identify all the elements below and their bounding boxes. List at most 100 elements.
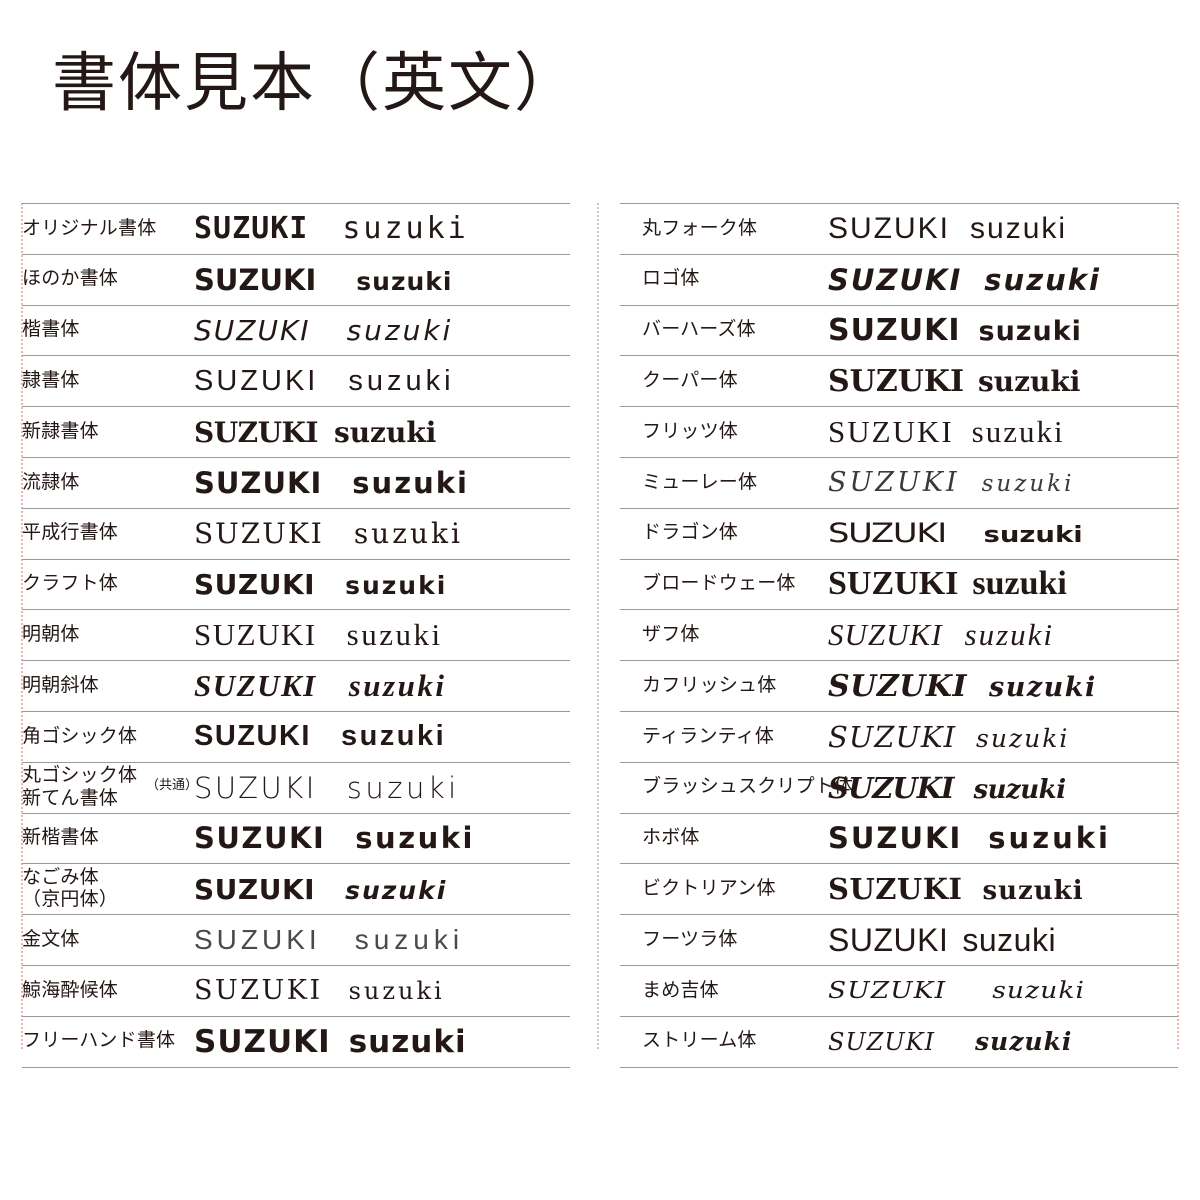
sample-specimen: SUZUKI suzuki xyxy=(828,212,1067,246)
font-name-label: まめ吉体 xyxy=(642,979,719,1001)
font-sample-text: SUZUKI suzuki xyxy=(828,1016,1178,1067)
font-sample-text: SUZUKI suzuki xyxy=(194,711,570,762)
font-name-label: 鯨海酔候体 xyxy=(22,979,119,1001)
font-name-label: 新隷書体 xyxy=(22,420,99,442)
sample-lowercase: suzuki xyxy=(988,821,1111,856)
sample-uppercase: SUZUKI xyxy=(194,567,316,601)
font-sample-row: ブラッシュスクリプト体 SUZUKI suzuki xyxy=(620,762,1178,813)
font-sample-text: SUZUKI suzuki xyxy=(828,254,1178,305)
font-sample-table-right-wrapper: 丸フォーク体 SUZUKI suzuki ロゴ体 SUZUKI suzuki バーハーズ体 S… xyxy=(620,203,1178,1068)
sample-lowercase: suzuki xyxy=(348,977,445,1006)
sample-specimen: SUZUKI suzuki xyxy=(828,364,1080,399)
sample-specimen: SUZUKI suzuki xyxy=(828,669,1097,704)
font-sample-row: 新隷書体 SUZUKI suzuki xyxy=(22,406,570,458)
font-name-label: 角ゴシック体 xyxy=(22,725,138,747)
sample-specimen: SUZUKI suzuki xyxy=(194,821,475,855)
sample-specimen: SUZUKI suzuki xyxy=(194,568,447,601)
font-name-label: フーツラ体 xyxy=(642,928,738,950)
font-name-label-line1: なごみ体 xyxy=(22,866,99,888)
crop-mark-right xyxy=(1177,203,1179,1049)
sample-specimen: SUZUKI suzuki xyxy=(828,1027,1072,1056)
font-sample-row: ザフ体 SUZUKI suzuki xyxy=(620,609,1178,661)
sample-lowercase: suzuki xyxy=(353,517,463,551)
font-name-label: ストリーム体 xyxy=(642,1030,757,1052)
sample-lowercase: suzuki xyxy=(346,313,454,347)
font-sample-row: 明朝体 SUZUKI suzuki xyxy=(22,609,570,661)
font-name-label: 明朝体 xyxy=(22,624,80,646)
sample-uppercase: SUZUKI xyxy=(194,668,317,704)
font-sample-row: バーハーズ体 SUZUKI suzuki xyxy=(620,305,1178,356)
font-sample-row: ミューレー体 SUZUKI suzuki xyxy=(620,457,1178,508)
sample-uppercase: SUZUKI xyxy=(828,414,954,450)
font-name-label-note: （共通） xyxy=(146,776,199,792)
sample-lowercase: suzuki xyxy=(992,977,1086,1004)
sample-uppercase: SUZUKI xyxy=(194,211,309,247)
sample-lowercase: suzuki xyxy=(346,617,443,653)
sample-lowercase: suzuki xyxy=(355,821,475,856)
font-sample-row: カフリッシュ体 SUZUKI suzuki xyxy=(620,660,1178,712)
sample-uppercase: SUZUKI xyxy=(828,262,963,297)
font-sample-row: ストリーム体 SUZUKI suzuki xyxy=(620,1016,1178,1068)
font-sample-text: SUZUKI suzuki xyxy=(194,559,570,610)
font-name-label: フリーハンド書体 xyxy=(22,1030,176,1052)
sample-lowercase: suzuki xyxy=(345,570,448,600)
sample-lowercase: suzuki xyxy=(352,465,469,500)
font-name-label: ホボ体 xyxy=(642,827,700,849)
font-sample-text: SUZUKI suzuki xyxy=(194,305,570,356)
sample-specimen: SUZUKI suzuki xyxy=(194,314,453,347)
font-sample-text: SUZUKI suzuki xyxy=(828,305,1178,356)
sample-lowercase: suzuki xyxy=(976,723,1070,753)
sample-lowercase: suzuki xyxy=(978,364,1081,398)
font-name-label: クラフト体 xyxy=(22,573,119,595)
font-sample-table-left: オリジナル書体 SUZUKI suzuki ほのか書体 SUZUKI suzuki 楷書体 S… xyxy=(22,203,570,1068)
font-name-label: ほのか書体 xyxy=(22,268,119,290)
font-name-label: 隷書体 xyxy=(22,370,80,392)
sample-uppercase: SUZUKI xyxy=(828,617,943,653)
sample-uppercase: SUZUKI xyxy=(828,312,961,348)
sample-uppercase: SUZUKI xyxy=(828,518,947,550)
font-name-label: ドラゴン体 xyxy=(642,522,739,544)
sample-uppercase: SUZUKI xyxy=(194,975,323,1007)
font-name-label: フリッツ体 xyxy=(642,420,739,442)
sample-specimen: SUZUKI suzuki xyxy=(828,414,1065,450)
font-name-label: 新楷書体 xyxy=(22,827,99,849)
font-name-label: 金文体 xyxy=(22,928,80,950)
sample-uppercase: SUZUKI xyxy=(828,821,963,856)
font-sample-text: SUZUKI suzuki xyxy=(194,610,570,661)
sample-uppercase: SUZUKI xyxy=(828,668,967,704)
font-name-label-line1: 丸ゴシック体 xyxy=(22,765,138,787)
sample-uppercase: SUZUKI xyxy=(828,1028,935,1057)
font-sample-text: SUZUKI suzuki xyxy=(828,661,1178,712)
sample-lowercase: suzuki xyxy=(348,668,447,704)
font-sample-text: SUZUKI suzuki xyxy=(194,965,570,1016)
font-name-label: 明朝斜体 xyxy=(22,674,99,696)
sample-specimen: SUZUKI suzuki xyxy=(194,416,436,449)
font-sample-text: SUZUKI suzuki xyxy=(828,457,1178,508)
sample-lowercase: suzuki xyxy=(964,617,1055,653)
font-sample-text: SUZUKI suzuki xyxy=(828,965,1178,1016)
sample-specimen: SUZUKI suzuki xyxy=(194,924,464,956)
font-sample-text: SUZUKI suzuki xyxy=(828,508,1178,559)
sample-specimen: SUZUKI suzuki xyxy=(828,771,1066,805)
sample-lowercase: suzuki xyxy=(978,315,1082,347)
font-sample-row: ホボ体 SUZUKI suzuki xyxy=(620,813,1178,864)
crop-mark-center xyxy=(597,203,599,1049)
sample-specimen: SUZUKI suzuki xyxy=(194,668,446,704)
font-sample-row: ビクトリアン体 SUZUKI suzuki xyxy=(620,863,1178,915)
font-sample-row: 新楷書体 SUZUKI suzuki xyxy=(22,813,570,864)
sample-lowercase: suzuki xyxy=(342,211,469,247)
sample-specimen: SUZUKI suzuki xyxy=(194,617,443,653)
sample-lowercase: suzuki xyxy=(989,671,1097,703)
sample-lowercase: suzuki xyxy=(962,921,1057,958)
font-name-label: 平成行書体 xyxy=(22,522,119,544)
font-sample-row: 平成行書体 SUZUKI suzuki xyxy=(22,508,570,559)
sample-specimen: SUZUKI suzuki xyxy=(828,720,1069,754)
font-sample-row: ブロードウェー体 SUZUKI suzuki xyxy=(620,559,1178,610)
font-sample-row: フリッツ体 SUZUKI suzuki xyxy=(620,406,1178,458)
font-sample-text: SUZUKI suzuki xyxy=(194,254,570,305)
sample-specimen: SUZUKI suzuki xyxy=(828,313,1082,348)
sample-lowercase: suzuki xyxy=(984,262,1101,297)
font-sample-row: 明朝斜体 SUZUKI suzuki xyxy=(22,660,570,712)
font-sample-row: まめ吉体 SUZUKI suzuki xyxy=(620,965,1178,1016)
sample-uppercase: SUZUKI xyxy=(194,1023,331,1060)
